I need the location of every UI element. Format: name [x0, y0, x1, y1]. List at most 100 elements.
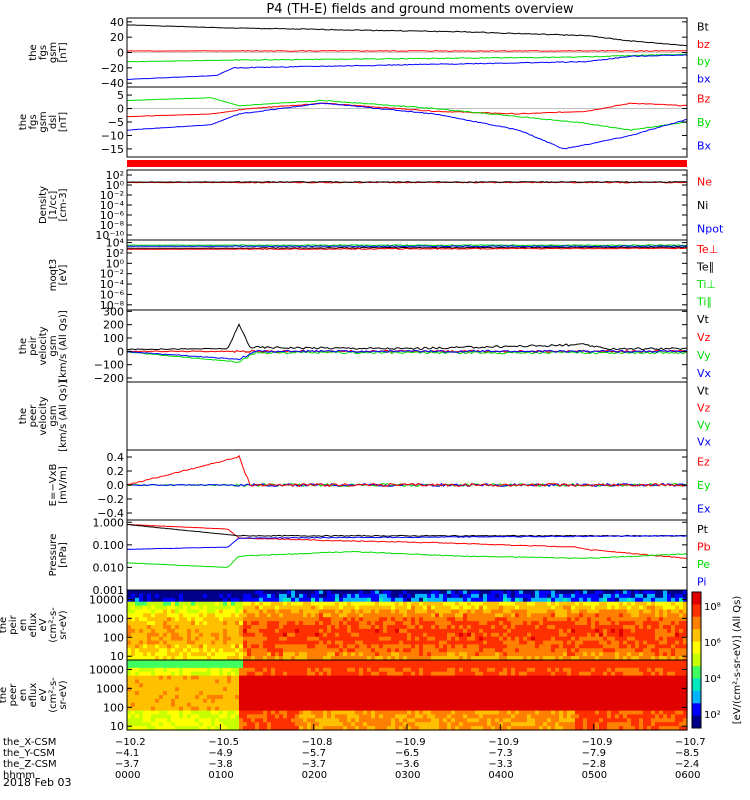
spectrogram-cell — [347, 621, 352, 626]
spectrogram-cell — [319, 593, 324, 599]
spectrogram-cell — [159, 695, 164, 700]
spectrogram-cell — [495, 597, 500, 603]
spectrogram-cell — [475, 644, 480, 649]
spectrogram-cell — [231, 695, 236, 700]
spectrogram-cell — [683, 625, 688, 630]
spectrogram-cell — [523, 590, 528, 595]
spectrogram-cell — [435, 617, 440, 622]
spectrogram-cell — [271, 597, 276, 603]
spectrogram-cell — [591, 590, 596, 595]
spectrogram-cell — [463, 683, 468, 688]
spectrogram-cell — [339, 691, 344, 696]
spectrogram-cell — [143, 683, 148, 688]
spectrogram-cell — [575, 617, 580, 622]
spectrogram-cell — [455, 695, 460, 700]
spectrogram-cell — [195, 605, 200, 611]
spectrogram-cell — [663, 617, 668, 622]
spectrogram-cell — [499, 687, 504, 692]
spectrogram-cell — [359, 656, 364, 661]
spectrogram-cell — [151, 621, 156, 626]
spectrogram-cell — [547, 628, 552, 634]
spectrogram-cell — [163, 698, 168, 704]
spectrogram-cell — [367, 667, 372, 673]
spectrogram-cell — [559, 628, 564, 634]
spectrogram-cell — [455, 687, 460, 692]
spectrogram-cell — [251, 675, 256, 681]
spectrogram-cell — [555, 648, 560, 653]
spectrogram-cell — [179, 590, 184, 595]
spectrogram-cell — [463, 632, 468, 638]
spectrogram-cell — [159, 636, 164, 642]
spectrogram-cell — [307, 660, 312, 665]
spectrogram-cell — [471, 660, 476, 665]
spectrogram-cell — [215, 590, 220, 595]
spectrogram-cell — [219, 679, 224, 684]
spectrogram-cell — [279, 663, 284, 669]
spectrogram-cell — [319, 706, 324, 712]
spectrogram-cell — [591, 644, 596, 649]
spectrogram-cell — [487, 660, 492, 665]
spectrogram-cell — [199, 609, 204, 614]
spectrogram-cell — [191, 609, 196, 614]
spectrogram-cell — [219, 683, 224, 688]
spectrogram-cell — [683, 636, 688, 642]
spectrogram-cell — [519, 702, 524, 708]
spectrogram-cell — [207, 632, 212, 638]
spectrogram-cell — [259, 702, 264, 708]
spectrogram-cell — [639, 648, 644, 653]
spectrogram-cell — [435, 695, 440, 700]
spectrogram-cell — [415, 601, 420, 607]
spectrogram-cell — [623, 640, 628, 646]
spectrogram-cell — [383, 695, 388, 700]
spectrogram-cell — [147, 628, 152, 634]
spectrogram-cell — [183, 652, 188, 657]
spectrogram-cell — [511, 687, 516, 692]
spectrogram-cell — [443, 706, 448, 712]
spectrogram-cell — [603, 652, 608, 657]
spectrogram-cell — [455, 648, 460, 653]
spectrogram-cell — [335, 597, 340, 603]
spectrogram-cell — [411, 601, 416, 607]
spectrogram-cell — [231, 683, 236, 688]
spectrogram-cell — [507, 605, 512, 611]
spectrogram-cell — [523, 613, 528, 618]
spectrogram-cell — [435, 691, 440, 696]
spectrogram-cell — [495, 706, 500, 712]
spectrogram-cell — [139, 663, 144, 669]
spectrogram-cell — [367, 632, 372, 638]
spectrogram-cell — [263, 601, 268, 607]
spectrogram-cell — [243, 609, 248, 614]
spectrogram-cell — [171, 621, 176, 626]
spectrogram-cell — [499, 632, 504, 638]
spectrogram-cell — [323, 679, 328, 684]
spectrogram-cell — [559, 679, 564, 684]
spectrogram-cell — [603, 640, 608, 646]
spectrogram-cell — [235, 621, 240, 626]
spectrogram-cell — [675, 632, 680, 638]
spectrogram-cell — [247, 718, 252, 723]
spectrogram-cell — [151, 617, 156, 622]
spectrogram-cell — [187, 667, 192, 673]
spectrogram-cell — [551, 710, 556, 716]
spectrogram-cell — [247, 625, 252, 630]
spectrogram-cell — [155, 714, 160, 719]
spectrogram-cell — [271, 605, 276, 611]
spectrogram-cell — [175, 710, 180, 716]
spectrogram-cell — [391, 636, 396, 642]
spectrogram-cell — [307, 667, 312, 673]
spectrogram-cell — [283, 621, 288, 626]
spectrogram-cell — [599, 590, 604, 595]
spectrogram-cell — [391, 675, 396, 681]
spectrogram-cell — [663, 597, 668, 603]
spectrogram-cell — [299, 590, 304, 595]
spectrogram-cell — [135, 597, 140, 603]
spectrogram-cell — [411, 640, 416, 646]
spectrogram-cell — [223, 648, 228, 653]
spectrogram-cell — [563, 687, 568, 692]
spectrogram-cell — [339, 663, 344, 669]
spectrogram-cell — [383, 726, 388, 731]
spectrogram-cell — [327, 667, 332, 673]
spectrogram-cell — [147, 726, 152, 731]
spectrogram-cell — [395, 593, 400, 599]
